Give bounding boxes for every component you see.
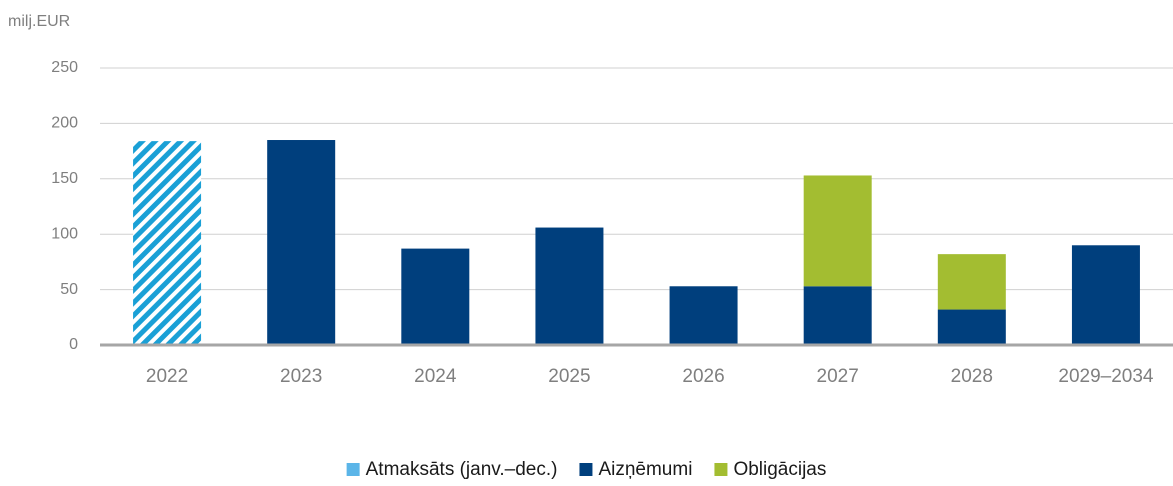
x-tick-label: 2027 <box>817 366 859 387</box>
legend-swatch <box>714 463 728 476</box>
bar <box>803 286 872 345</box>
y-axis-label: milj.EUR <box>8 13 70 30</box>
legend: Atmaksāts (janv.–dec.) Aizņēmumi Obligācij… <box>346 459 826 480</box>
legend-label: Aizņēmumi <box>598 459 692 480</box>
x-tick-label: 2025 <box>548 366 590 387</box>
bar <box>937 254 1006 310</box>
bar <box>937 309 1006 345</box>
bar <box>803 175 872 287</box>
y-tick-label: 200 <box>51 115 78 132</box>
x-tick-label: 2022 <box>146 366 188 387</box>
x-tick-label: 2026 <box>682 366 724 387</box>
y-tick-label: 0 <box>69 336 78 353</box>
y-tick-label: 150 <box>51 170 78 187</box>
x-tick-label: 2023 <box>280 366 322 387</box>
bar <box>535 227 604 345</box>
x-tick-label: 2024 <box>414 366 457 387</box>
legend-swatch <box>579 463 593 476</box>
bar <box>1071 245 1140 345</box>
x-tick-label: 2028 <box>951 366 993 387</box>
bar <box>401 248 470 345</box>
bar <box>267 140 336 345</box>
y-tick-label: 100 <box>51 225 78 242</box>
bar <box>669 286 738 345</box>
x-tick-label: 2029–2034 <box>1058 366 1154 387</box>
y-tick-label: 250 <box>51 59 78 76</box>
legend-swatch <box>346 463 360 476</box>
legend-label: Atmaksāts (janv.–dec.) <box>366 459 558 480</box>
legend-label: Obligācijas <box>733 459 826 480</box>
y-tick-label: 50 <box>60 281 78 298</box>
bar <box>133 141 202 345</box>
